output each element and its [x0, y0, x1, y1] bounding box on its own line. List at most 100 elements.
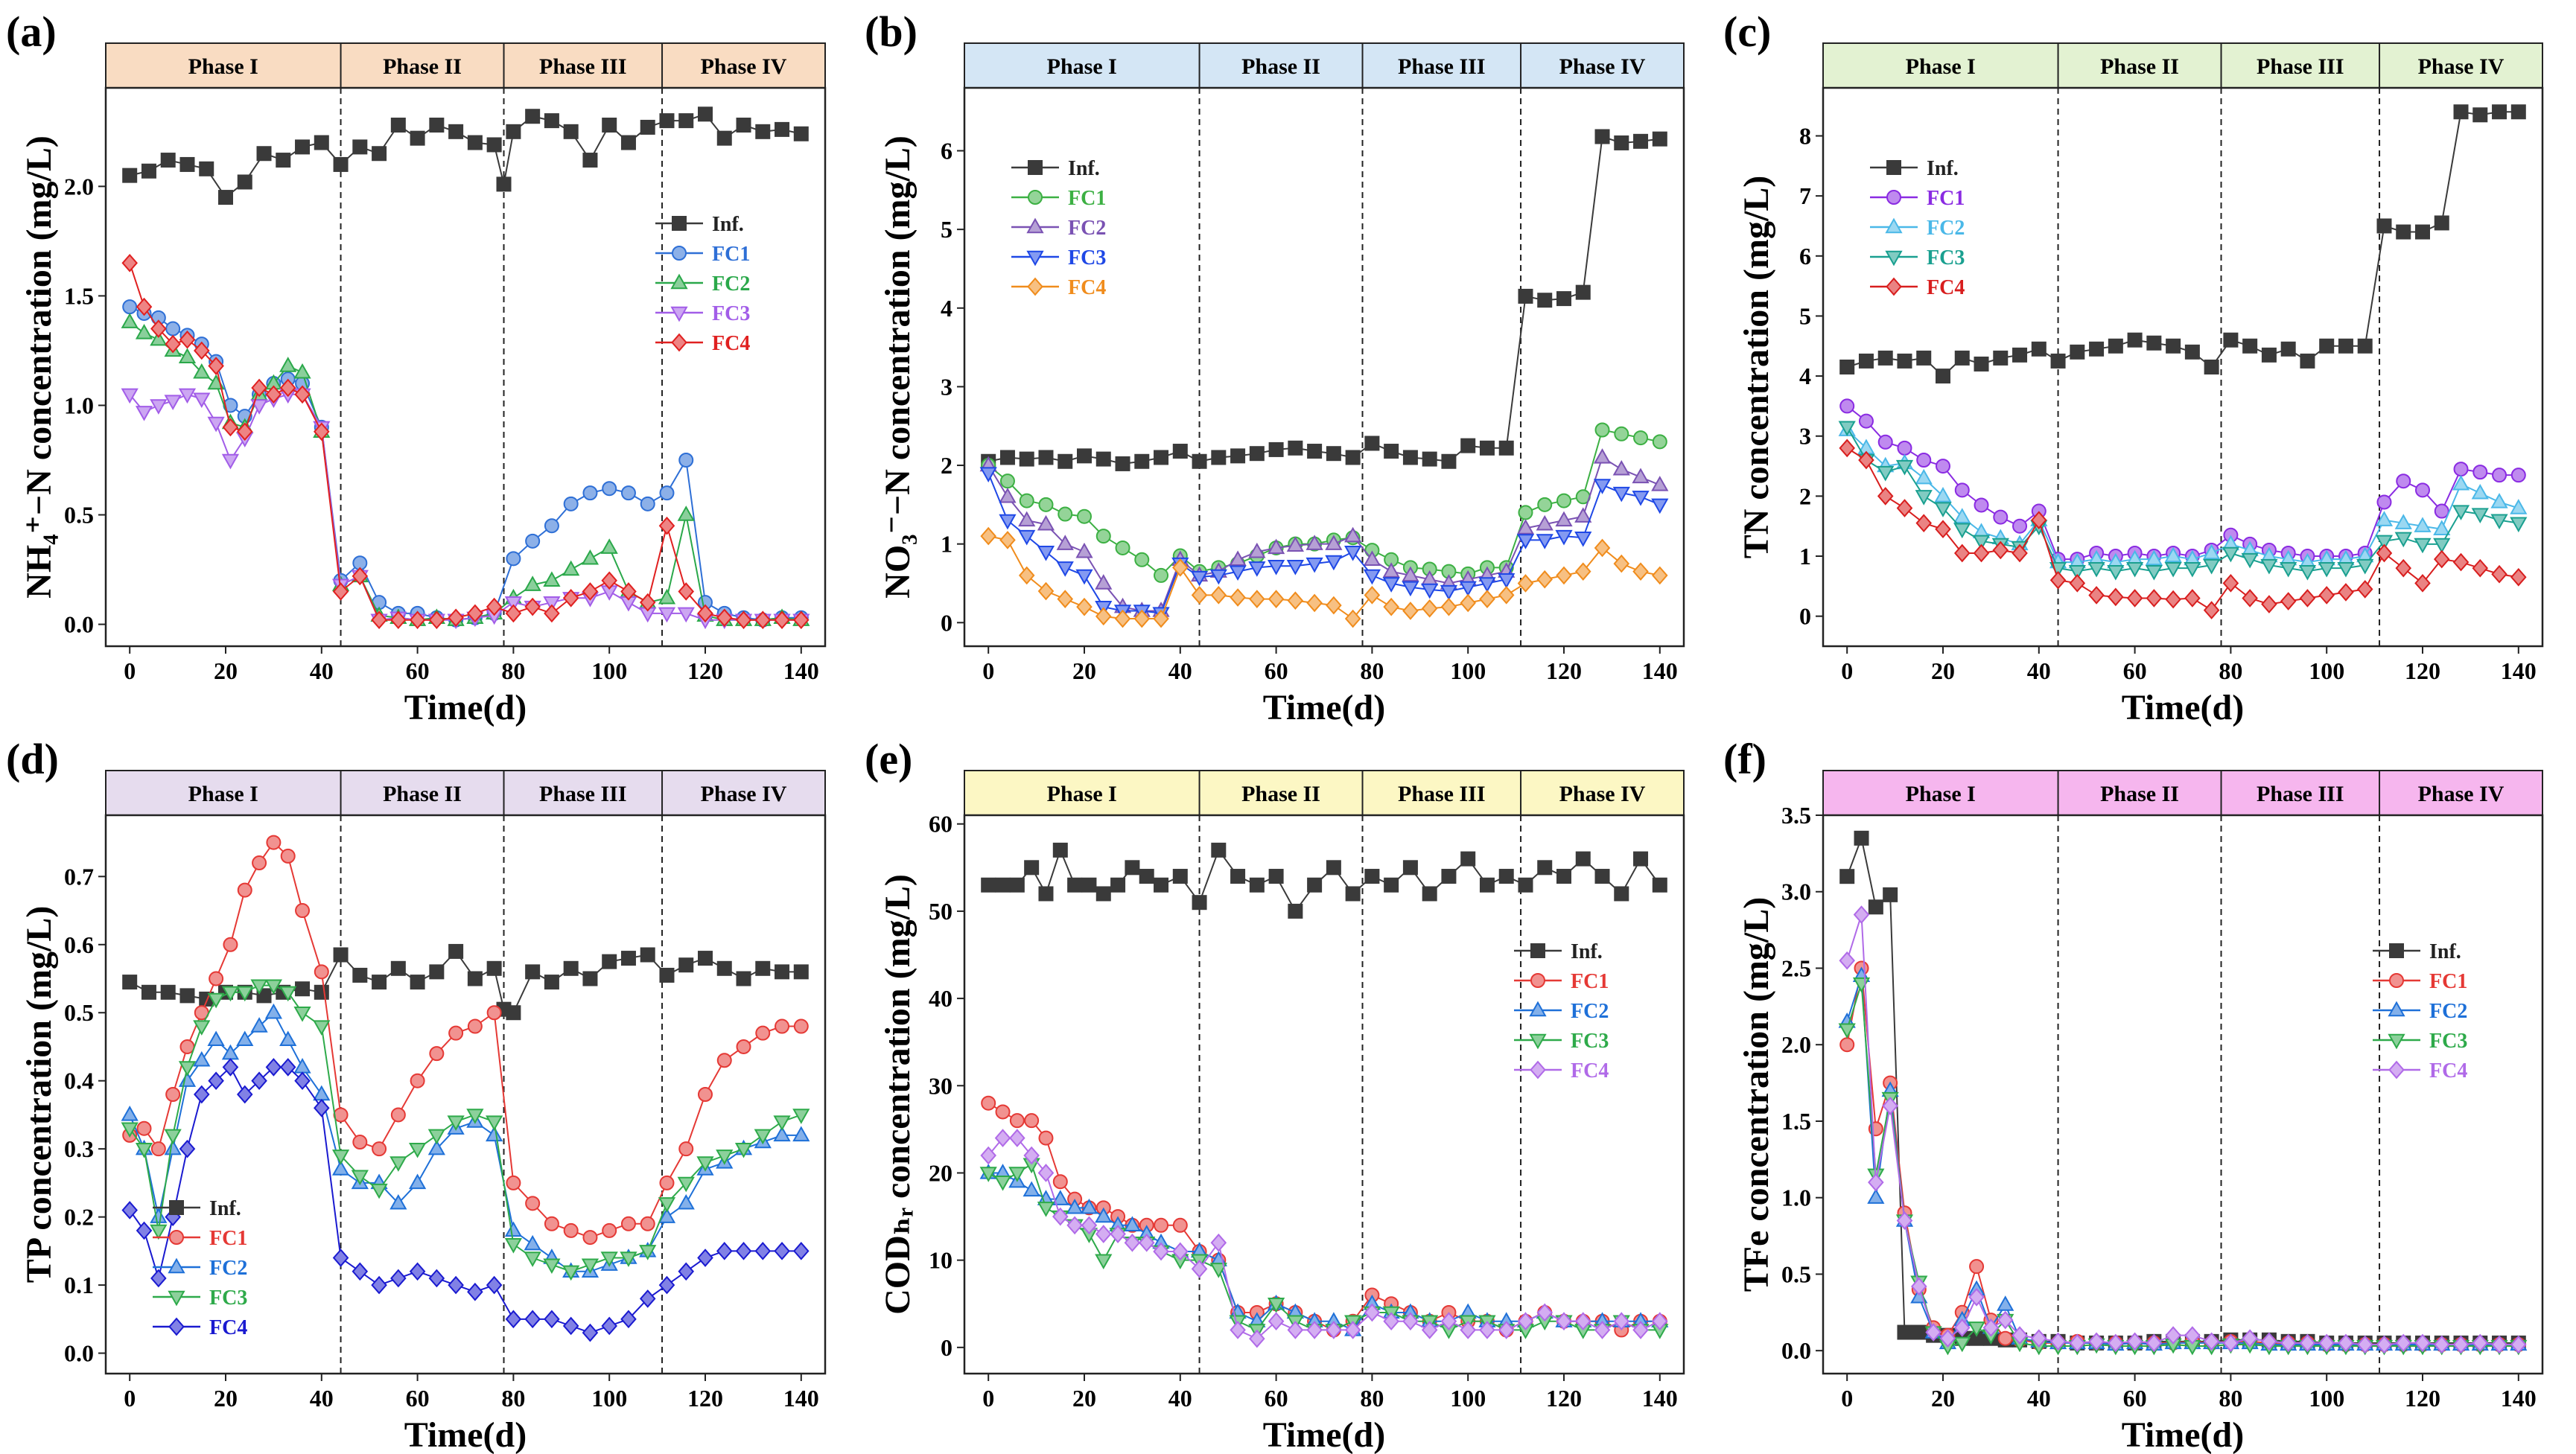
data-point — [2356, 1335, 2373, 1354]
data-point — [1325, 535, 1343, 550]
x-tick-label: 40 — [1168, 1385, 1192, 1412]
data-point — [755, 124, 771, 139]
data-point — [2510, 517, 2528, 533]
legend-label: FC1 — [1068, 187, 1106, 210]
data-point — [150, 330, 168, 346]
data-point — [2471, 508, 2489, 523]
data-point — [1555, 511, 1573, 527]
y-axis-title: TP concentration (mg/L) — [19, 906, 59, 1284]
data-point — [1556, 869, 1571, 884]
data-point — [1286, 560, 1304, 575]
legend-label: FC1 — [209, 1227, 247, 1250]
data-point — [620, 1216, 636, 1231]
data-point — [207, 992, 225, 1009]
data-point — [1858, 450, 1874, 470]
legend-label: FC4 — [1068, 276, 1106, 299]
data-point — [1594, 538, 1611, 558]
data-point — [1877, 465, 1895, 482]
series-line — [1846, 975, 2519, 1345]
data-point — [294, 1071, 311, 1091]
data-point — [2394, 514, 2412, 529]
data-point — [1052, 1207, 1069, 1226]
data-point — [150, 1269, 167, 1288]
data-point — [1191, 586, 1208, 605]
x-tick-label: 20 — [1072, 657, 1096, 684]
phase-bar-background — [1822, 770, 2543, 816]
data-point — [314, 422, 330, 441]
data-point — [251, 1071, 267, 1091]
data-point — [1997, 1310, 2014, 1330]
data-point — [164, 1129, 182, 1145]
data-point — [1229, 550, 1247, 567]
data-point — [160, 984, 176, 1000]
phase-bar-background — [105, 42, 826, 89]
x-tick-label: 140 — [2501, 657, 2537, 684]
data-point — [193, 1020, 211, 1036]
data-point — [276, 153, 291, 168]
data-point — [179, 156, 195, 172]
phase-label: Phase IV — [1559, 54, 1646, 79]
data-point — [981, 877, 996, 893]
data-point — [2433, 538, 2451, 554]
phase-bar-background — [1822, 42, 2543, 89]
data-point — [1594, 422, 1610, 438]
data-point — [544, 1216, 559, 1231]
panel-label: (d) — [6, 735, 59, 783]
y-tick-label: 1.0 — [1781, 1184, 1811, 1211]
series-line — [1846, 914, 2519, 1345]
data-point — [122, 168, 138, 183]
data-point — [999, 450, 1015, 465]
plot-frame — [963, 814, 1685, 1375]
x-tick-label: 140 — [783, 1385, 819, 1412]
data-point — [2376, 1335, 2393, 1354]
data-point — [410, 1073, 425, 1088]
phase-label: Phase II — [1241, 782, 1320, 806]
y-tick-label: 60 — [929, 811, 953, 838]
data-point — [467, 1282, 483, 1301]
legend-label: FC3 — [2429, 1030, 2467, 1053]
data-point — [1382, 577, 1400, 593]
y-axis-title: TN concentration (mg/L) — [1737, 176, 1776, 559]
y-tick-label: 8 — [1799, 123, 1811, 150]
data-point — [658, 1275, 675, 1295]
data-point — [1076, 597, 1093, 616]
x-tick-label: 100 — [1450, 657, 1486, 684]
data-point — [1915, 490, 1933, 506]
data-point — [505, 604, 522, 623]
data-point — [1839, 439, 1855, 458]
data-point — [2012, 347, 2028, 363]
data-point — [352, 139, 368, 155]
series-line — [129, 113, 802, 199]
data-point — [2261, 595, 2277, 613]
panel-b: (b) Phase I Phase II Phase III Phase IV 0 20 40… — [859, 0, 1717, 727]
legend-marker — [670, 273, 688, 290]
data-point — [1421, 1321, 1438, 1339]
data-point — [581, 1258, 600, 1275]
x-tick-label: 140 — [1642, 657, 1678, 684]
data-point — [2203, 601, 2220, 619]
chart-e: (e) Phase I Phase II Phase III Phase IV 0 20 40… — [865, 735, 1685, 1454]
legend-marker — [2388, 1060, 2405, 1080]
data-point — [2492, 104, 2507, 120]
phase-label: Phase I — [1047, 782, 1117, 806]
data-point — [222, 1058, 239, 1077]
data-point — [1974, 356, 1989, 372]
data-point — [467, 971, 483, 986]
data-point — [1211, 450, 1227, 465]
data-point — [1095, 574, 1113, 590]
data-point — [1594, 869, 1610, 884]
data-point — [1421, 583, 1439, 599]
data-point — [1402, 450, 1418, 465]
data-point — [410, 130, 425, 146]
data-point — [1038, 497, 1054, 512]
y-tick-label: 0.0 — [64, 611, 94, 638]
data-point — [1516, 519, 1535, 535]
data-point — [279, 378, 296, 398]
data-point — [250, 979, 268, 995]
data-point — [1402, 566, 1419, 582]
data-point — [1123, 1216, 1142, 1231]
x-tick-label: 80 — [2219, 1385, 2242, 1412]
data-point — [1839, 398, 1855, 414]
data-point — [678, 1262, 695, 1281]
legend-marker — [1885, 250, 1903, 267]
